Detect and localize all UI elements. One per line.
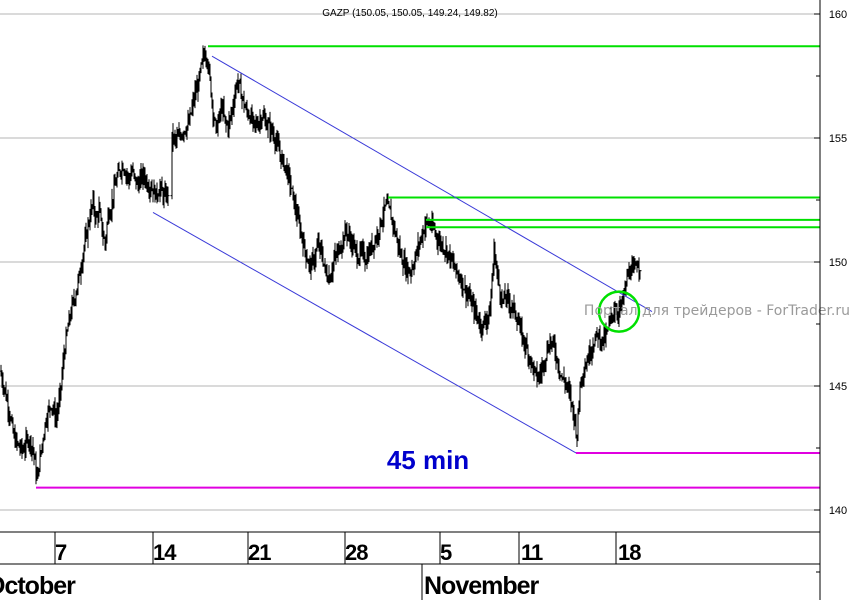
horizontal-levels: [36, 45, 820, 489]
x-month-label: October: [0, 572, 76, 600]
x-tick-label: 7: [55, 540, 67, 565]
highlight-circle: [597, 290, 641, 333]
trend-channel: [152, 55, 653, 454]
watermark-text: Портал для трейдеров - ForTrader.ru: [584, 303, 850, 319]
x-tick-label: 18: [618, 540, 641, 565]
channel-line: [211, 55, 653, 313]
x-tick-label: 5: [440, 540, 452, 565]
y-tick-label: 145: [829, 381, 847, 393]
x-month-label: November: [424, 572, 540, 600]
y-tick-label: 140: [829, 505, 847, 517]
x-tick-label: 28: [345, 540, 368, 565]
y-tick-label: 155: [829, 133, 847, 145]
y-tick-label: 160: [829, 9, 847, 21]
x-axis: 7 14 21 28 5 11 18 October November: [0, 531, 821, 600]
chart-gridlines: [0, 13, 820, 511]
y-tick-label: 150: [829, 257, 847, 269]
candlestick-series: [0, 45, 642, 485]
x-tick-label: 21: [248, 540, 271, 565]
channel-line: [152, 211, 577, 454]
x-tick-label: 11: [521, 540, 543, 565]
chart-title: GAZP (150.05, 150.05, 149.24, 149.82): [322, 8, 498, 19]
y-axis: 160 155 150 145 140: [814, 0, 847, 573]
timeframe-label: 45 min: [387, 445, 469, 475]
x-tick-label: 14: [153, 540, 177, 565]
